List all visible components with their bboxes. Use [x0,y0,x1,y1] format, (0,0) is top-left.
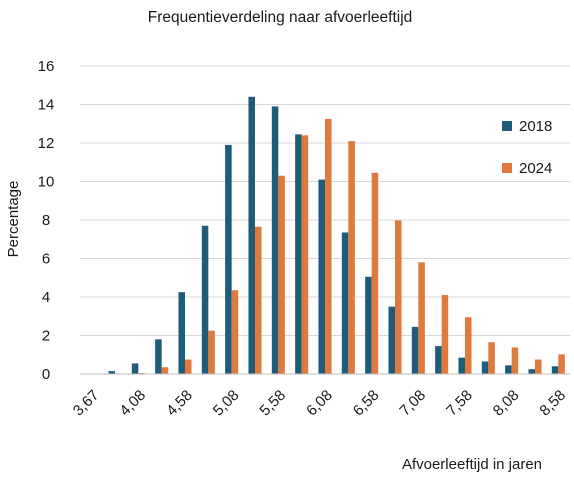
y-tick-label: 8 [42,212,50,229]
bar-2024-4 [185,359,192,374]
bar-2018-14 [411,326,419,374]
y-tick-label: 10 [38,174,55,191]
y-tick-label: 4 [42,289,50,306]
bar-2024-5 [208,330,215,374]
bar-2024-9 [301,135,309,374]
x-tick-label: 7,08 [396,387,429,420]
bar-2018-6 [225,144,232,374]
bar-2018-5 [201,225,209,374]
bar-2018-16 [458,357,465,374]
legend-swatch-2024 [502,163,512,173]
bar-2018-18 [505,365,512,374]
bar-2018-13 [388,306,395,375]
y-tick-label: 12 [38,135,55,152]
bar-2018-9 [295,134,302,374]
bars [108,96,565,375]
legend: 2018 2024 [502,118,552,177]
x-tick-label: 6,08 [303,387,336,420]
bar-2018-12 [365,276,372,374]
bar-2024-15 [441,295,449,374]
x-tick-label: 8,58 [536,387,569,420]
bar-2024-8 [278,175,285,374]
bar-2024-6 [231,290,239,374]
y-tick-label: 0 [42,366,50,383]
legend-label-2018: 2018 [519,118,552,135]
y-tick-label: 16 [38,58,55,75]
bar-2018-2 [131,363,139,374]
x-tick-label: 4,58 [163,387,196,420]
x-tick-label: 6,58 [350,387,383,420]
bar-2018-10 [318,179,325,374]
bar-2024-10 [325,118,332,374]
bar-2018-19 [528,369,535,374]
y-tick-label: 14 [38,97,55,114]
y-axis-ticks: 0 2 4 6 8 10 12 14 16 [38,58,55,383]
bar-2018-17 [481,361,489,374]
bar-2018-11 [341,232,349,374]
legend-label-2024: 2024 [519,160,552,177]
bar-2024-16 [465,317,472,374]
x-tick-label: 5,58 [256,387,289,420]
y-tick-label: 6 [42,251,50,268]
bar-2024-7 [255,226,262,374]
x-tick-label: 8,08 [490,387,523,420]
x-tick-label: 3,67 [70,387,103,420]
bar-2018-15 [435,346,442,374]
bar-2018-20 [551,366,559,374]
bar-2024-19 [535,359,542,374]
x-axis-label: Afvoerleeftijd in jaren [402,456,542,473]
bar-2024-20 [558,354,565,374]
x-axis-ticks: 3,67 4,08 4,58 5,08 5,58 6,08 6,58 7,08 7,58 8,08… [70,387,569,420]
bar-2018-4 [178,292,185,374]
chart-title: Frequentieverdeling naar afvoerleeftijd [148,9,413,26]
bar-2024-3 [161,367,169,374]
y-axis-label: Percentage [5,181,22,258]
bar-2024-14 [418,262,425,374]
bar-2018-1 [108,371,115,374]
x-tick-label: 5,08 [210,387,243,420]
bar-2018-7 [248,96,255,375]
bar-2024-13 [395,220,402,374]
bar-2024-12 [371,172,379,374]
bar-2024-17 [488,342,495,374]
bar-2024-11 [348,141,355,374]
x-tick-label: 7,58 [443,387,476,420]
bar-2018-8 [271,106,279,375]
y-tick-label: 2 [42,328,50,345]
x-tick-label: 4,08 [116,387,149,420]
bar-2018-3 [155,339,162,374]
legend-swatch-2018 [502,121,512,131]
bar-2024-18 [511,347,519,374]
